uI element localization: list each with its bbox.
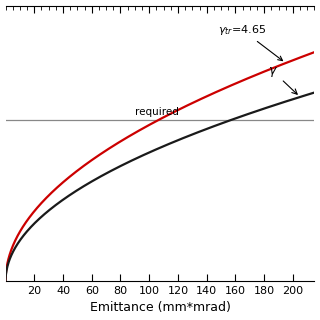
Text: required: required [135, 107, 179, 117]
X-axis label: Emittance (mm*mrad): Emittance (mm*mrad) [90, 301, 230, 315]
Text: $\gamma_{tr}$=4.65: $\gamma_{tr}$=4.65 [218, 23, 283, 60]
Text: $\gamma$: $\gamma$ [268, 65, 297, 94]
